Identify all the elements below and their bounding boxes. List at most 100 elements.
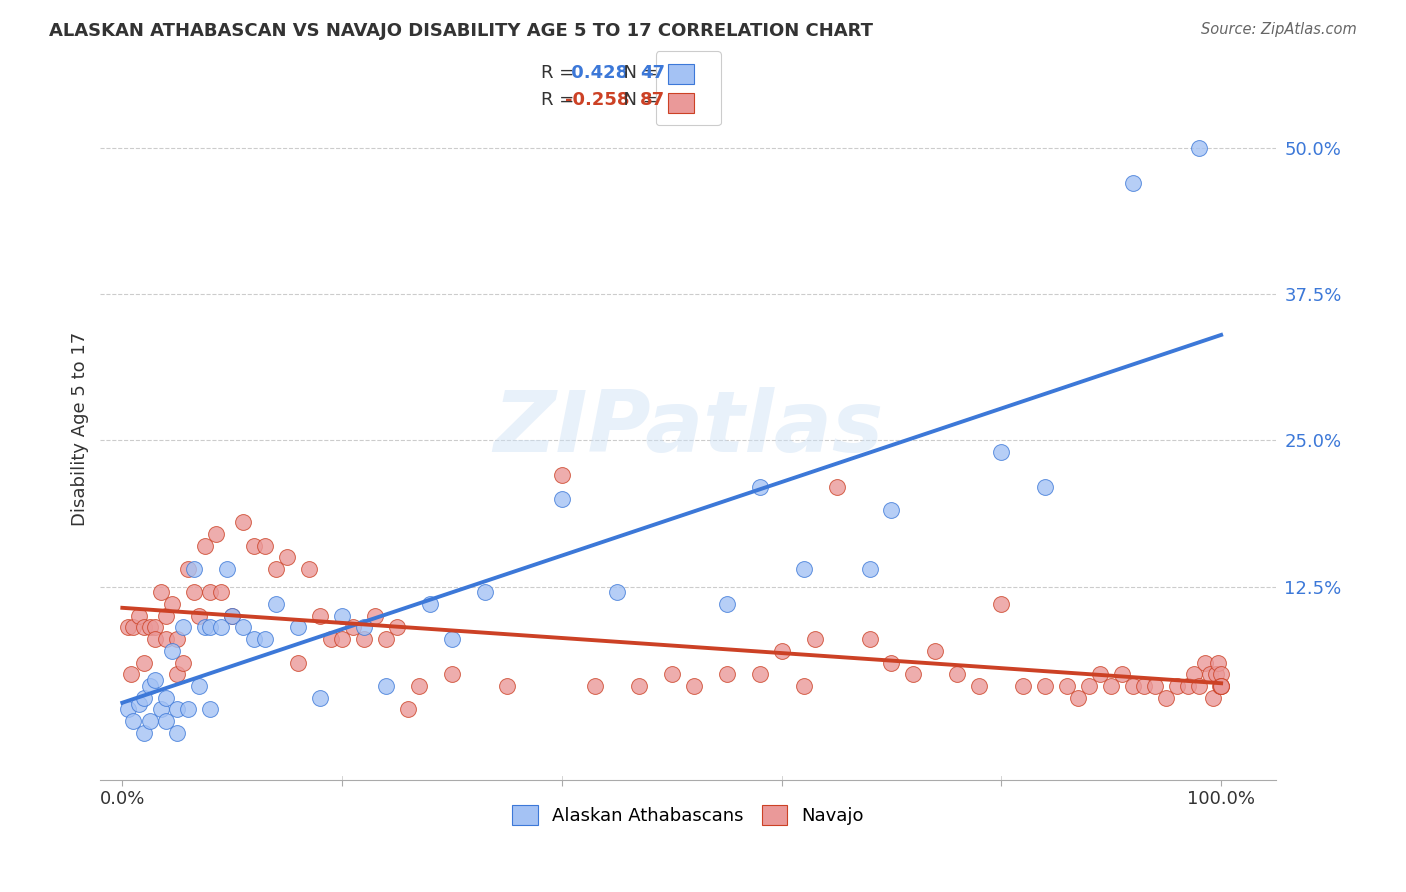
Point [385, 620, 408, 634]
Point [1154, 690, 1177, 705]
Point [155, 632, 177, 647]
Point [194, 620, 217, 634]
Point [188, 608, 211, 623]
Point [149, 702, 172, 716]
Point [1211, 679, 1233, 693]
Point [330, 608, 353, 623]
Point [408, 679, 430, 693]
Point [287, 620, 309, 634]
Point [1205, 667, 1227, 681]
Point [1078, 679, 1101, 693]
Point [177, 562, 200, 576]
Point [793, 679, 815, 693]
Point [309, 608, 332, 623]
Point [155, 714, 177, 728]
Point [1166, 679, 1188, 693]
Point [166, 667, 188, 681]
Text: ALASKAN ATHABASCAN VS NAVAJO DISABILITY AGE 5 TO 17 CORRELATION CHART: ALASKAN ATHABASCAN VS NAVAJO DISABILITY … [49, 22, 873, 40]
Point [139, 714, 162, 728]
Point [1111, 667, 1133, 681]
Point [375, 632, 398, 647]
Point [166, 702, 188, 716]
Point [120, 667, 142, 681]
Point [200, 585, 222, 599]
Text: 87: 87 [640, 91, 665, 109]
Point [149, 585, 172, 599]
Point [254, 539, 277, 553]
Legend: Alaskan Athabascans, Navajo: Alaskan Athabascans, Navajo [503, 796, 873, 834]
Point [1012, 679, 1035, 693]
Point [183, 585, 205, 599]
Point [551, 491, 574, 506]
Text: 0.428: 0.428 [565, 64, 628, 82]
Point [342, 620, 364, 634]
Text: N =: N = [612, 91, 664, 109]
Point [825, 480, 848, 494]
Point [155, 690, 177, 705]
Point [1067, 690, 1090, 705]
Y-axis label: Disability Age 5 to 17: Disability Age 5 to 17 [72, 332, 89, 525]
Point [128, 608, 150, 623]
Point [375, 679, 398, 693]
Point [166, 726, 188, 740]
Point [1033, 480, 1056, 494]
Point [166, 632, 188, 647]
Point [209, 585, 232, 599]
Point [1122, 679, 1144, 693]
Point [1211, 667, 1233, 681]
Point [661, 667, 683, 681]
Point [194, 539, 217, 553]
Point [319, 632, 342, 647]
Point [858, 562, 880, 576]
Point [134, 656, 156, 670]
Point [682, 679, 704, 693]
Point [143, 673, 166, 687]
Point [946, 667, 969, 681]
Point [770, 644, 793, 658]
Point [793, 562, 815, 576]
Point [309, 690, 332, 705]
Point [232, 515, 254, 529]
Point [1188, 141, 1211, 155]
Point [264, 597, 287, 611]
Point [276, 550, 298, 565]
Text: R =: R = [541, 64, 581, 82]
Point [155, 608, 177, 623]
Point [1211, 679, 1233, 693]
Point [188, 679, 211, 693]
Point [160, 644, 183, 658]
Point [803, 632, 825, 647]
Point [1144, 679, 1167, 693]
Point [183, 562, 205, 576]
Point [122, 620, 145, 634]
Point [1209, 679, 1232, 693]
Point [1056, 679, 1078, 693]
Point [551, 468, 574, 483]
Point [172, 656, 194, 670]
Point [880, 656, 903, 670]
Point [204, 526, 226, 541]
Point [215, 562, 238, 576]
Text: Source: ZipAtlas.com: Source: ZipAtlas.com [1201, 22, 1357, 37]
Point [1122, 176, 1144, 190]
Text: ZIPatlas: ZIPatlas [494, 387, 883, 470]
Point [1206, 656, 1229, 670]
Point [254, 632, 277, 647]
Point [880, 503, 903, 517]
Point [419, 597, 441, 611]
Text: R =: R = [541, 91, 581, 109]
Point [364, 608, 387, 623]
Point [903, 667, 925, 681]
Point [200, 702, 222, 716]
Point [134, 620, 156, 634]
Point [117, 620, 139, 634]
Point [924, 644, 946, 658]
Point [128, 697, 150, 711]
Point [353, 632, 375, 647]
Point [990, 597, 1012, 611]
Point [1199, 667, 1222, 681]
Point [748, 667, 770, 681]
Point [627, 679, 650, 693]
Point [139, 679, 162, 693]
Point [330, 632, 353, 647]
